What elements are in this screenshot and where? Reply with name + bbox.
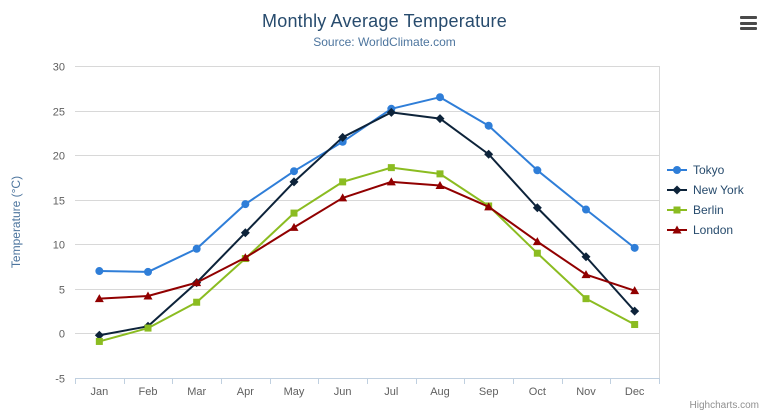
series-line-berlin [98, 166, 636, 343]
x-axis-label: Feb [139, 386, 158, 398]
y-axis-label: 30 [53, 62, 65, 74]
legend-marker-icon [667, 206, 687, 214]
point-marker[interactable] [290, 209, 298, 217]
point-marker[interactable] [240, 228, 250, 238]
point-marker[interactable] [289, 177, 299, 187]
point-marker[interactable] [630, 243, 639, 252]
point-marker[interactable] [484, 121, 493, 130]
x-axis-label: Jun [334, 386, 352, 398]
legend-item-tokyo[interactable]: Tokyo [666, 163, 744, 177]
x-axis-label: Jul [384, 386, 398, 398]
export-menu-button[interactable] [740, 16, 757, 30]
legend-label: New York [693, 183, 744, 197]
point-marker[interactable] [241, 200, 250, 209]
y-axis-label: 25 [53, 107, 65, 119]
point-marker[interactable] [338, 193, 348, 202]
point-marker[interactable] [338, 132, 348, 142]
point-marker[interactable] [289, 222, 299, 231]
point-marker[interactable] [95, 337, 103, 345]
point-marker[interactable] [386, 107, 396, 117]
y-axis-label: 5 [59, 285, 65, 297]
point-marker[interactable] [192, 278, 202, 287]
hamburger-menu-icon [740, 27, 757, 30]
point-marker[interactable] [386, 177, 396, 186]
series-tokyo [95, 93, 639, 276]
point-marker[interactable] [95, 267, 104, 276]
x-axis-label: Aug [430, 386, 450, 398]
y-axis-label: 20 [53, 151, 65, 163]
point-marker[interactable] [436, 93, 444, 102]
point-marker[interactable] [339, 178, 347, 186]
y-axis-label: 10 [53, 240, 65, 252]
x-axis-label: Nov [576, 386, 596, 398]
point-marker[interactable] [582, 295, 590, 303]
point-marker[interactable] [240, 253, 250, 262]
point-marker[interactable] [94, 294, 104, 303]
point-marker[interactable] [533, 166, 542, 175]
point-marker[interactable] [290, 167, 298, 176]
point-marker[interactable] [435, 180, 445, 189]
point-marker[interactable] [435, 114, 445, 124]
point-marker[interactable] [582, 205, 590, 214]
hamburger-menu-icon [740, 16, 757, 19]
point-marker[interactable] [387, 164, 395, 172]
point-marker[interactable] [532, 203, 542, 213]
point-marker[interactable] [581, 252, 591, 262]
point-marker [672, 185, 682, 195]
point-marker[interactable] [193, 298, 201, 306]
point-marker[interactable] [192, 244, 201, 253]
point-marker[interactable] [630, 306, 640, 316]
series-london [94, 177, 640, 303]
point-marker[interactable] [143, 291, 153, 300]
x-axis-label: Mar [187, 386, 206, 398]
series-line-new-york [98, 111, 636, 337]
point-marker[interactable] [532, 237, 542, 246]
legend-label: Tokyo [693, 163, 725, 177]
point-marker[interactable] [144, 324, 152, 332]
y-axis-title: Temperature (°C) [9, 176, 23, 268]
chart-title: Monthly Average Temperature [262, 11, 507, 31]
point-marker [673, 166, 681, 174]
hamburger-menu-icon [740, 21, 757, 25]
point-marker[interactable] [484, 149, 494, 159]
legend-label: London [693, 223, 734, 237]
point-marker[interactable] [484, 202, 494, 211]
legend-item-london[interactable]: London [666, 223, 744, 237]
series-line-tokyo [98, 96, 636, 273]
y-axis-label: 15 [53, 196, 65, 208]
point-marker[interactable] [436, 170, 444, 178]
chart-subtitle: Source: WorldClimate.com [313, 35, 456, 49]
point-marker[interactable] [630, 286, 640, 295]
y-axis-label: -5 [55, 374, 65, 386]
x-axis-label: Dec [625, 386, 645, 398]
point-marker [673, 206, 681, 214]
legend-marker-icon [667, 185, 687, 195]
x-axis-label: Sep [479, 386, 499, 398]
point-marker [672, 225, 682, 234]
legend-item-berlin[interactable]: Berlin [666, 203, 744, 217]
x-axis-label: Oct [529, 386, 546, 398]
point-marker[interactable] [631, 321, 639, 329]
legend-marker-icon [667, 225, 687, 234]
point-marker[interactable] [94, 330, 104, 340]
legend-marker-icon [667, 166, 687, 174]
series-line-london [98, 180, 636, 300]
legend-item-new-york[interactable]: New York [666, 183, 744, 197]
credits-link[interactable]: Highcharts.com [689, 400, 759, 411]
y-axis-label: 0 [59, 329, 65, 341]
point-marker[interactable] [581, 270, 591, 279]
point-marker[interactable] [144, 267, 152, 276]
point-marker[interactable] [533, 249, 541, 257]
legend: Tokyo New York Berlin London [666, 163, 744, 237]
x-axis-label: Apr [237, 386, 254, 398]
x-axis-label: May [284, 386, 305, 398]
legend-label: Berlin [693, 203, 724, 217]
series-new-york [94, 107, 640, 340]
x-axis-label: Jan [90, 386, 108, 398]
